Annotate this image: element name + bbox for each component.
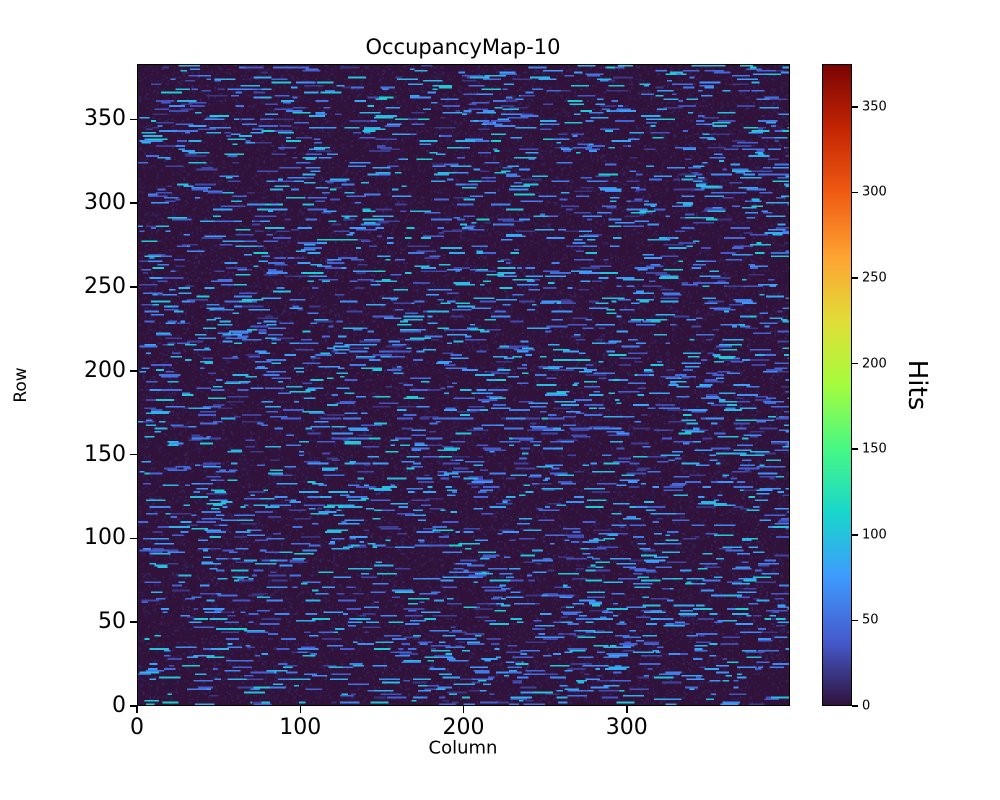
- x-tick-label: 300: [605, 715, 648, 740]
- y-tick-label: 0: [112, 692, 126, 718]
- x-axis-label: Column: [428, 737, 498, 759]
- y-tick-mark: [130, 537, 137, 540]
- colorbar-tick-mark: [852, 705, 858, 707]
- y-tick-label: 150: [84, 441, 126, 467]
- colorbar-tick-label: 150: [862, 441, 887, 457]
- colorbar-tick-mark: [852, 448, 858, 450]
- colorbar-gradient: [823, 65, 851, 705]
- heatmap-plot-area: [137, 64, 790, 706]
- x-tick-mark: [626, 706, 628, 713]
- colorbar-tick-mark: [852, 277, 858, 279]
- y-tick-mark: [130, 370, 137, 372]
- y-tick-mark: [130, 705, 137, 707]
- y-tick-label: 250: [84, 273, 126, 299]
- colorbar-tick-label: 0: [862, 698, 871, 714]
- y-tick-mark: [130, 202, 137, 204]
- y-tick-label: 50: [98, 609, 126, 635]
- x-tick-mark: [462, 706, 465, 713]
- colorbar-tick-mark: [852, 534, 858, 536]
- colorbar-tick-label: 300: [862, 184, 887, 200]
- colorbar-tick-label: 50: [862, 612, 879, 628]
- colorbar-tick-mark: [852, 191, 858, 194]
- y-tick-label: 100: [84, 525, 126, 551]
- colorbar-tick-label: 100: [862, 527, 887, 543]
- colorbar-tick-label: 200: [862, 356, 887, 372]
- y-tick-label: 300: [84, 190, 126, 216]
- y-tick-mark: [130, 453, 137, 456]
- colorbar-tick-label: 250: [862, 270, 887, 286]
- heatmap-image: [138, 65, 789, 705]
- colorbar: [822, 64, 852, 706]
- colorbar-tick-mark: [852, 106, 858, 108]
- y-tick-label: 200: [84, 357, 126, 383]
- y-tick-mark: [130, 621, 137, 623]
- colorbar-tick-label: 350: [862, 99, 887, 115]
- x-tick-label: 0: [130, 715, 144, 740]
- x-tick-label: 200: [442, 715, 485, 740]
- x-tick-label: 100: [279, 715, 322, 740]
- y-tick-label: 350: [84, 106, 126, 132]
- colorbar-label: Hits: [902, 359, 932, 411]
- x-tick-mark: [136, 706, 138, 713]
- chart-title: OccupancyMap-10: [365, 35, 561, 59]
- colorbar-tick-mark: [852, 362, 858, 365]
- y-tick-mark: [130, 118, 137, 121]
- y-tick-mark: [130, 286, 137, 288]
- colorbar-tick-mark: [852, 619, 858, 622]
- x-tick-mark: [299, 706, 301, 713]
- y-axis-label: Row: [11, 367, 31, 403]
